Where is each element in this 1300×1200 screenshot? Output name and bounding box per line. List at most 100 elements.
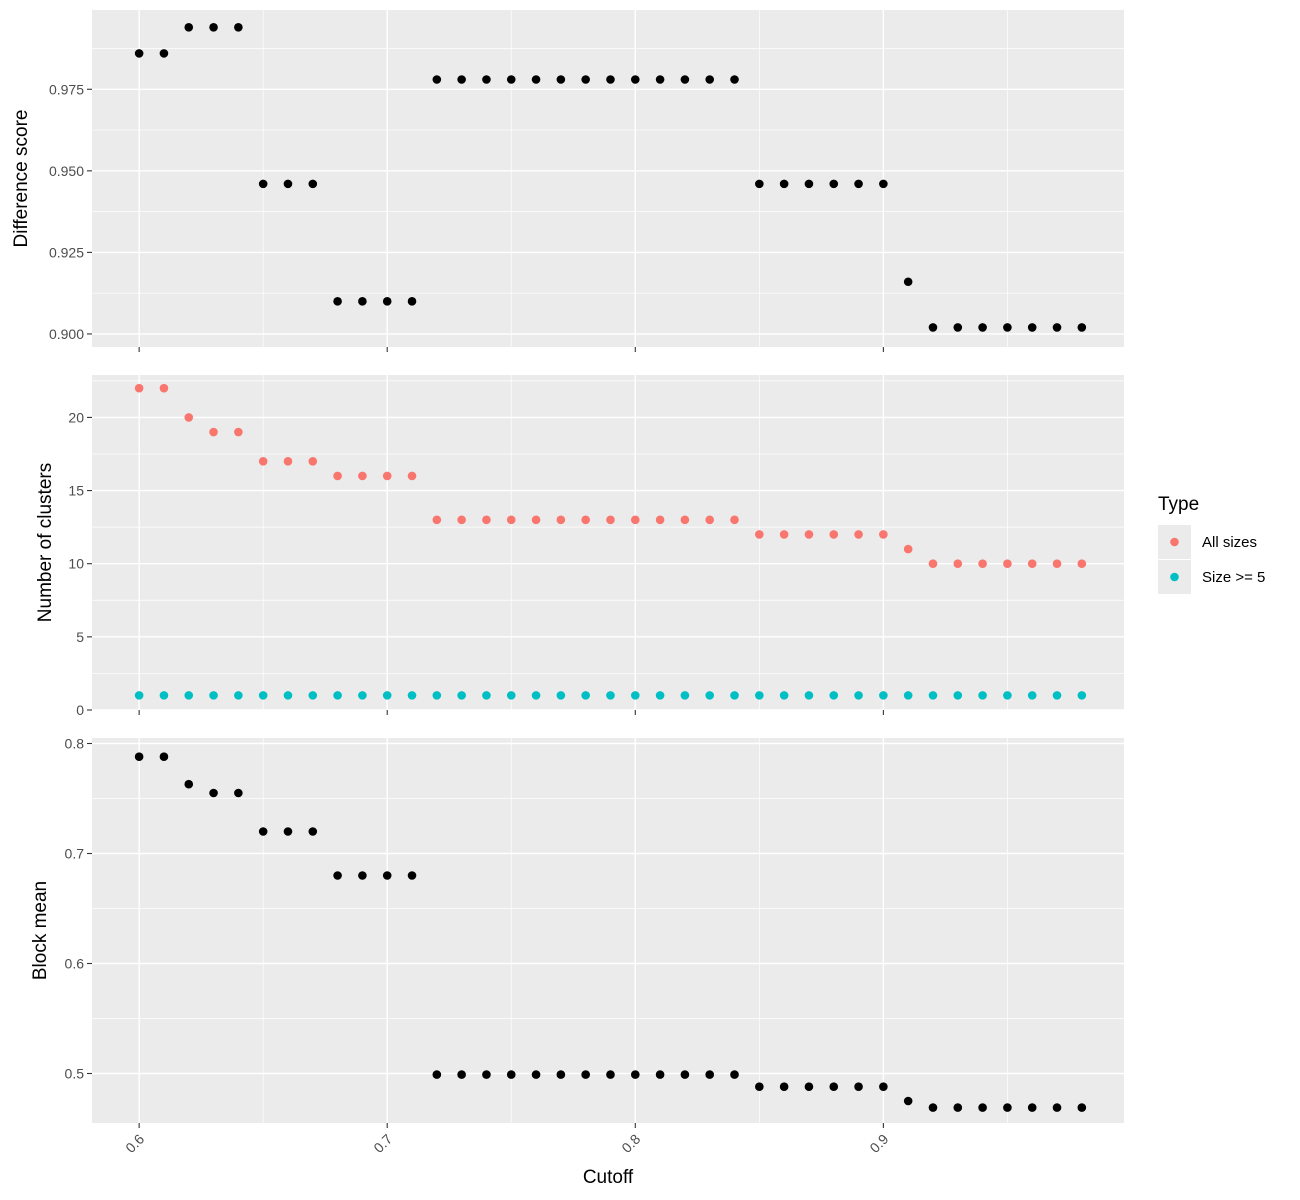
y-tick-label: 10 xyxy=(68,556,84,572)
data-point xyxy=(779,179,789,189)
data-point xyxy=(903,544,913,554)
data-point xyxy=(730,691,739,700)
data-point xyxy=(283,691,293,700)
data-point xyxy=(134,691,144,700)
y-tick-label: 0.8 xyxy=(65,736,85,752)
data-point xyxy=(978,323,987,332)
data-point xyxy=(308,457,318,466)
data-point xyxy=(705,75,715,84)
data-point xyxy=(879,530,888,539)
data-point xyxy=(655,75,665,84)
data-point xyxy=(928,691,938,700)
data-point xyxy=(953,691,963,700)
data-point xyxy=(953,1103,963,1112)
data-point xyxy=(655,515,665,525)
data-point xyxy=(1052,323,1062,332)
panel-background xyxy=(92,738,1124,1123)
data-point xyxy=(680,515,690,525)
panel-2: 0 5 10 15 20 Number of clusters xyxy=(35,375,1124,718)
data-point xyxy=(159,752,169,761)
data-point xyxy=(755,1082,764,1091)
data-point xyxy=(457,75,466,84)
data-point xyxy=(581,691,590,700)
data-point xyxy=(755,530,764,539)
data-point xyxy=(209,788,218,798)
data-point xyxy=(283,457,293,466)
data-point xyxy=(630,691,640,700)
data-point xyxy=(234,22,243,32)
data-point xyxy=(209,22,218,32)
data-point xyxy=(382,871,392,880)
data-point xyxy=(1077,323,1087,332)
data-point xyxy=(854,179,863,189)
data-point xyxy=(630,1070,640,1079)
data-point xyxy=(978,1103,987,1112)
data-point xyxy=(506,75,516,84)
data-point xyxy=(333,297,342,306)
data-point xyxy=(1003,1103,1012,1112)
data-point xyxy=(829,179,839,189)
data-point xyxy=(606,515,615,525)
data-point xyxy=(779,691,789,700)
data-point xyxy=(1077,691,1087,700)
data-point xyxy=(531,515,541,525)
legend-title: Type xyxy=(1158,494,1199,515)
data-point xyxy=(755,179,764,189)
data-point xyxy=(804,530,814,539)
y-tick-label: 0.975 xyxy=(49,81,84,97)
data-point xyxy=(581,1070,590,1079)
data-point xyxy=(159,691,169,700)
data-point xyxy=(506,515,516,525)
data-point xyxy=(333,871,342,880)
data-point xyxy=(134,49,144,58)
y-tick-label: 0.925 xyxy=(49,244,84,260)
legend-label: All sizes xyxy=(1202,534,1257,551)
data-point xyxy=(1027,559,1037,569)
data-point xyxy=(978,691,987,700)
data-point xyxy=(829,530,839,539)
data-point xyxy=(184,779,194,789)
data-point xyxy=(1003,323,1012,332)
y-tick-label: 0.7 xyxy=(65,846,85,862)
data-point xyxy=(1003,559,1012,569)
data-point xyxy=(482,691,491,700)
data-point xyxy=(1003,691,1012,700)
x-tick-label: 0.9 xyxy=(866,1131,891,1156)
data-point xyxy=(630,75,640,84)
data-point xyxy=(1027,323,1037,332)
data-point xyxy=(879,179,888,189)
data-point xyxy=(482,75,491,84)
data-point xyxy=(159,383,169,393)
data-point xyxy=(457,515,466,525)
data-point xyxy=(258,457,268,466)
data-point xyxy=(358,691,367,700)
data-point xyxy=(1052,559,1062,569)
data-point xyxy=(854,530,863,539)
legend-label: Size >= 5 xyxy=(1202,569,1265,586)
data-point xyxy=(829,691,839,700)
data-point xyxy=(755,691,764,700)
data-point xyxy=(581,515,590,525)
x-tick-label: 0.6 xyxy=(122,1131,147,1156)
data-point xyxy=(432,515,442,525)
data-point xyxy=(407,691,417,700)
data-point xyxy=(234,691,243,700)
legend: Type All sizes Size >= 5 xyxy=(1158,494,1265,594)
data-point xyxy=(457,691,466,700)
panel-background xyxy=(92,10,1124,347)
data-point xyxy=(903,691,913,700)
plot-panels: 0.900 0.925 0.950 0.975 Difference score 0 5 10… xyxy=(11,10,1124,1128)
data-point xyxy=(506,691,516,700)
data-point xyxy=(953,559,963,569)
data-point xyxy=(606,691,615,700)
data-point xyxy=(879,691,888,700)
data-point xyxy=(854,1082,863,1091)
data-point xyxy=(630,515,640,525)
data-point xyxy=(903,277,913,287)
data-point xyxy=(531,691,541,700)
data-point xyxy=(879,1082,888,1091)
y-tick-label: 15 xyxy=(68,483,84,499)
data-point xyxy=(531,75,541,84)
data-point xyxy=(556,75,566,84)
data-point xyxy=(953,323,963,332)
